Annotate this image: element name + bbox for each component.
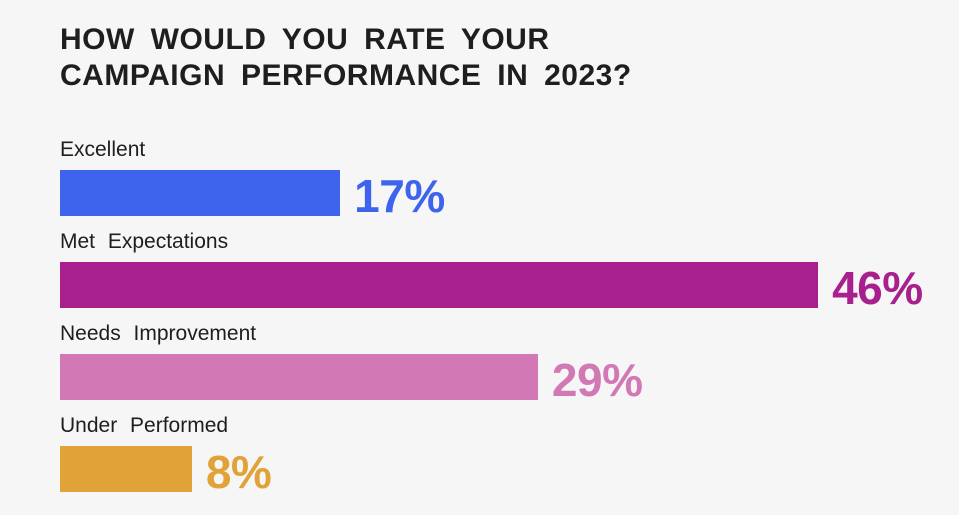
- chart-title-line-1: HOW WOULD YOU RATE YOUR: [60, 23, 550, 56]
- chart-title-line-2: CAMPAIGN PERFORMANCE IN 2023?: [60, 59, 632, 92]
- bar-under-performed: [60, 446, 192, 492]
- bar-line: 29%: [60, 354, 959, 406]
- bar-needs-improvement: [60, 354, 538, 400]
- chart-title: HOW WOULD YOU RATE YOUR CAMPAIGN PERFORMA…: [60, 22, 959, 94]
- bar-line: 17%: [60, 170, 959, 222]
- category-label-met-expectations: Met Expectations: [60, 230, 229, 253]
- bar-excellent: [60, 170, 341, 216]
- category-label-under-performed: Under Performed: [60, 414, 229, 437]
- value-label-excellent: 17%: [354, 170, 445, 222]
- value-label-met-expectations: 46%: [832, 262, 923, 314]
- bar-line: 46%: [60, 262, 959, 314]
- bar-row-needs-improvement: Needs Improvement 29%: [60, 322, 959, 406]
- value-label-needs-improvement: 29%: [551, 354, 643, 406]
- category-label-excellent: Excellent: [60, 138, 146, 161]
- value-label-under-performed: 8%: [205, 446, 272, 498]
- category-label-needs-improvement: Needs Improvement: [60, 322, 257, 345]
- bar-row-under-performed: Under Performed 8%: [60, 414, 959, 498]
- bar-row-met-expectations: Met Expectations 46%: [60, 230, 959, 314]
- bar-met-expectations: [60, 262, 819, 308]
- bar-line: 8%: [60, 446, 959, 498]
- bar-row-excellent: Excellent 17%: [60, 138, 959, 222]
